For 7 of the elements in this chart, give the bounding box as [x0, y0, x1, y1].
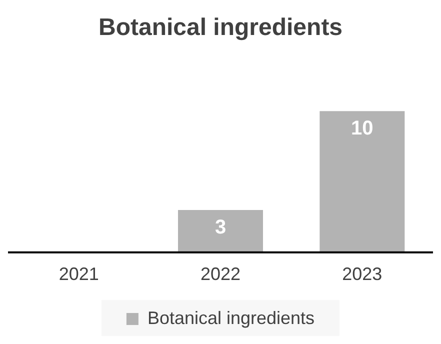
x-tick-label: 2023	[342, 264, 382, 284]
x-tick-label: 2022	[200, 264, 241, 284]
chart-title: Botanical ingredients	[98, 14, 343, 42]
legend-label: Botanical ingredients	[147, 308, 315, 328]
x-tick-label: 2021	[58, 264, 99, 284]
data-label: 3	[214, 216, 226, 239]
data-label: 10	[351, 118, 374, 140]
